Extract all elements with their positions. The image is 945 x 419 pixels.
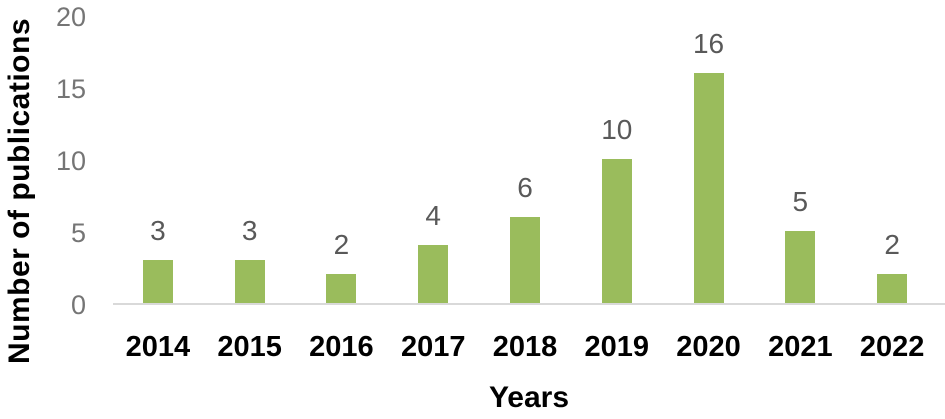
x-tick-label: 2022 — [859, 331, 925, 363]
x-tick-label: 2017 — [400, 331, 466, 363]
bar-value-label: 2 — [884, 229, 900, 261]
bar-value-label: 3 — [150, 214, 166, 246]
bar — [418, 245, 449, 303]
bar-value-label: 5 — [792, 186, 809, 217]
x-axis-title: Years — [488, 381, 570, 414]
y-tick-label: 0 — [70, 289, 86, 320]
bar-value-label: 16 — [692, 27, 725, 59]
bar-value-label: 6 — [517, 171, 533, 203]
y-tick-label: 15 — [55, 73, 86, 104]
y-tick-label: 10 — [55, 145, 86, 176]
x-tick-label: 2018 — [492, 331, 558, 363]
bar-value-label: 2 — [333, 229, 350, 261]
bar — [142, 259, 173, 303]
x-tick-label: 2016 — [309, 331, 374, 363]
x-tick-label: 2014 — [125, 331, 191, 363]
y-axis-title: Number of publications — [3, 18, 36, 365]
bar-value-label: 10 — [601, 114, 633, 145]
x-tick-label: 2019 — [584, 331, 650, 363]
x-tick-label: 2015 — [217, 331, 282, 363]
bar-value-label: 3 — [241, 214, 258, 246]
y-tick-label: 20 — [55, 1, 86, 32]
bar — [785, 231, 816, 303]
bar — [510, 216, 540, 303]
bar — [326, 274, 357, 303]
bar-value-label: 4 — [425, 200, 441, 232]
bar — [693, 72, 724, 303]
bar — [601, 159, 632, 303]
x-tick-label: 2020 — [676, 331, 741, 363]
x-tick-label: 2021 — [768, 331, 833, 363]
x-axis-line — [113, 303, 945, 305]
bar — [234, 259, 265, 303]
y-tick-label: 5 — [70, 217, 86, 248]
bar — [877, 274, 908, 303]
